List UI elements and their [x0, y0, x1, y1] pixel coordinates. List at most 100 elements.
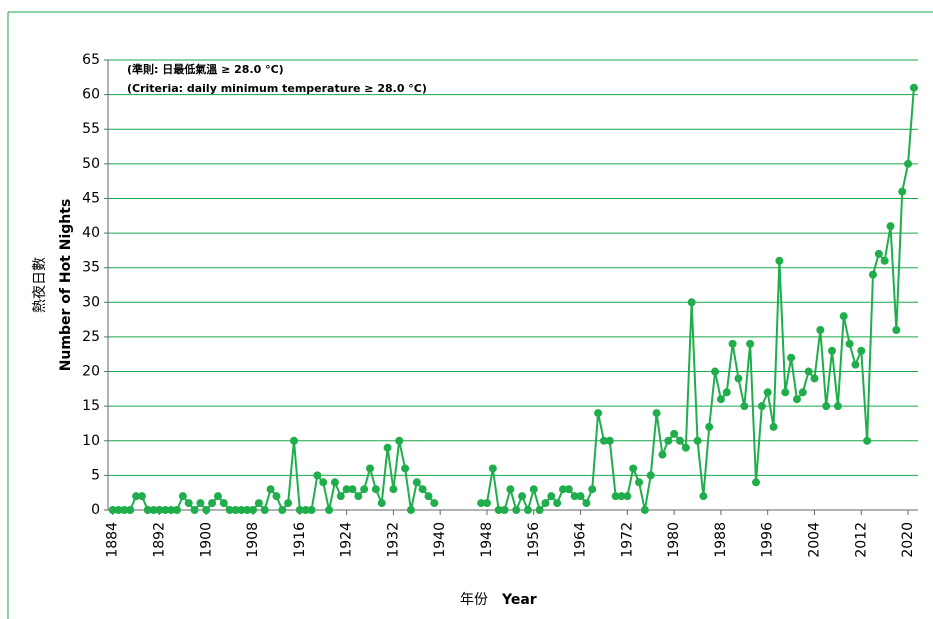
data-point: [681, 443, 690, 452]
x-tick-label: 1996: [760, 522, 776, 558]
data-point: [757, 402, 766, 411]
x-tick-label: 1916: [292, 522, 308, 558]
y-axis-label: 熱夜日數: [32, 257, 48, 313]
x-tick-label: 1956: [526, 522, 542, 558]
y-tick-label: 25: [82, 329, 100, 345]
y-tick-label: 0: [91, 502, 100, 518]
y-tick-label: 30: [82, 294, 100, 310]
data-point: [781, 388, 790, 397]
data-point: [541, 499, 550, 508]
data-point: [155, 506, 164, 514]
data-point: [506, 485, 515, 494]
data-point: [126, 506, 135, 514]
data-point: [412, 478, 421, 487]
data-point: [623, 492, 632, 501]
y-tick-label: 20: [82, 364, 100, 380]
data-point: [705, 422, 714, 431]
data-point: [547, 492, 556, 501]
data-point: [816, 326, 825, 334]
data-point: [892, 326, 901, 334]
data-point: [752, 478, 760, 487]
data-point: [804, 367, 813, 376]
y-tick-label: 35: [82, 260, 100, 276]
data-point: [254, 499, 263, 508]
data-point: [828, 346, 837, 355]
x-tick-label: 1972: [619, 522, 635, 558]
data-point: [272, 492, 281, 501]
data-point: [196, 499, 205, 508]
data-point: [880, 256, 889, 265]
data-point: [909, 83, 918, 92]
data-point: [716, 395, 725, 404]
data-point: [822, 402, 831, 411]
data-point: [576, 492, 585, 501]
data-point: [769, 422, 778, 431]
data-point: [787, 353, 796, 362]
data-point: [354, 492, 363, 501]
data-point: [746, 339, 755, 348]
data-point: [167, 506, 176, 514]
data-point: [868, 270, 877, 279]
data-point: [383, 443, 392, 452]
data-point: [184, 499, 193, 508]
data-point: [313, 471, 322, 480]
data-point: [810, 374, 819, 383]
data-point: [289, 436, 298, 445]
data-point: [775, 256, 784, 265]
data-point: [711, 367, 720, 376]
data-point: [559, 485, 568, 494]
data-point: [699, 492, 708, 501]
data-point: [401, 464, 410, 473]
data-point: [798, 388, 807, 397]
data-point: [518, 492, 527, 501]
data-point: [430, 499, 439, 508]
y-axis-label: Number of Hot Nights: [58, 199, 74, 372]
y-tick-label: 40: [82, 225, 100, 241]
data-point: [635, 478, 644, 487]
data-point: [266, 485, 275, 494]
data-point: [295, 506, 304, 514]
data-point: [874, 249, 883, 258]
data-point: [219, 499, 228, 508]
y-tick-label: 60: [82, 87, 100, 103]
y-tick-label: 15: [82, 398, 100, 414]
data-point: [500, 506, 509, 514]
data-point: [336, 492, 345, 501]
data-point: [652, 409, 661, 418]
data-point: [377, 499, 386, 508]
data-point: [371, 485, 380, 494]
data-point: [477, 499, 486, 508]
series-line: [112, 87, 915, 514]
data-point: [535, 506, 544, 514]
y-tick-label: 10: [82, 433, 100, 449]
data-point: [839, 312, 848, 321]
data-point: [325, 506, 334, 514]
data-point: [366, 464, 375, 473]
data-point: [114, 506, 123, 514]
x-tick-label: 1988: [713, 522, 729, 558]
data-point: [570, 492, 579, 501]
data-point: [488, 464, 497, 473]
data-point: [418, 485, 427, 494]
data-point: [851, 360, 860, 369]
data-point: [693, 436, 702, 445]
data-point: [658, 450, 667, 459]
data-point: [249, 506, 258, 514]
data-point: [330, 478, 339, 487]
x-tick-label: 1908: [245, 522, 261, 558]
data-point: [202, 506, 211, 514]
data-point: [582, 499, 591, 508]
y-tick-label: 45: [82, 190, 100, 206]
data-point: [360, 485, 369, 494]
data-point: [173, 506, 182, 514]
data-point: [564, 485, 573, 494]
data-point: [617, 492, 626, 501]
x-tick-label: 1892: [151, 522, 167, 558]
data-point: [553, 499, 562, 508]
data-point: [722, 388, 731, 397]
data-point: [599, 436, 608, 445]
data-point: [424, 492, 433, 501]
x-tick-label: 2012: [853, 522, 869, 558]
data-point: [319, 478, 328, 487]
data-point: [734, 374, 743, 383]
